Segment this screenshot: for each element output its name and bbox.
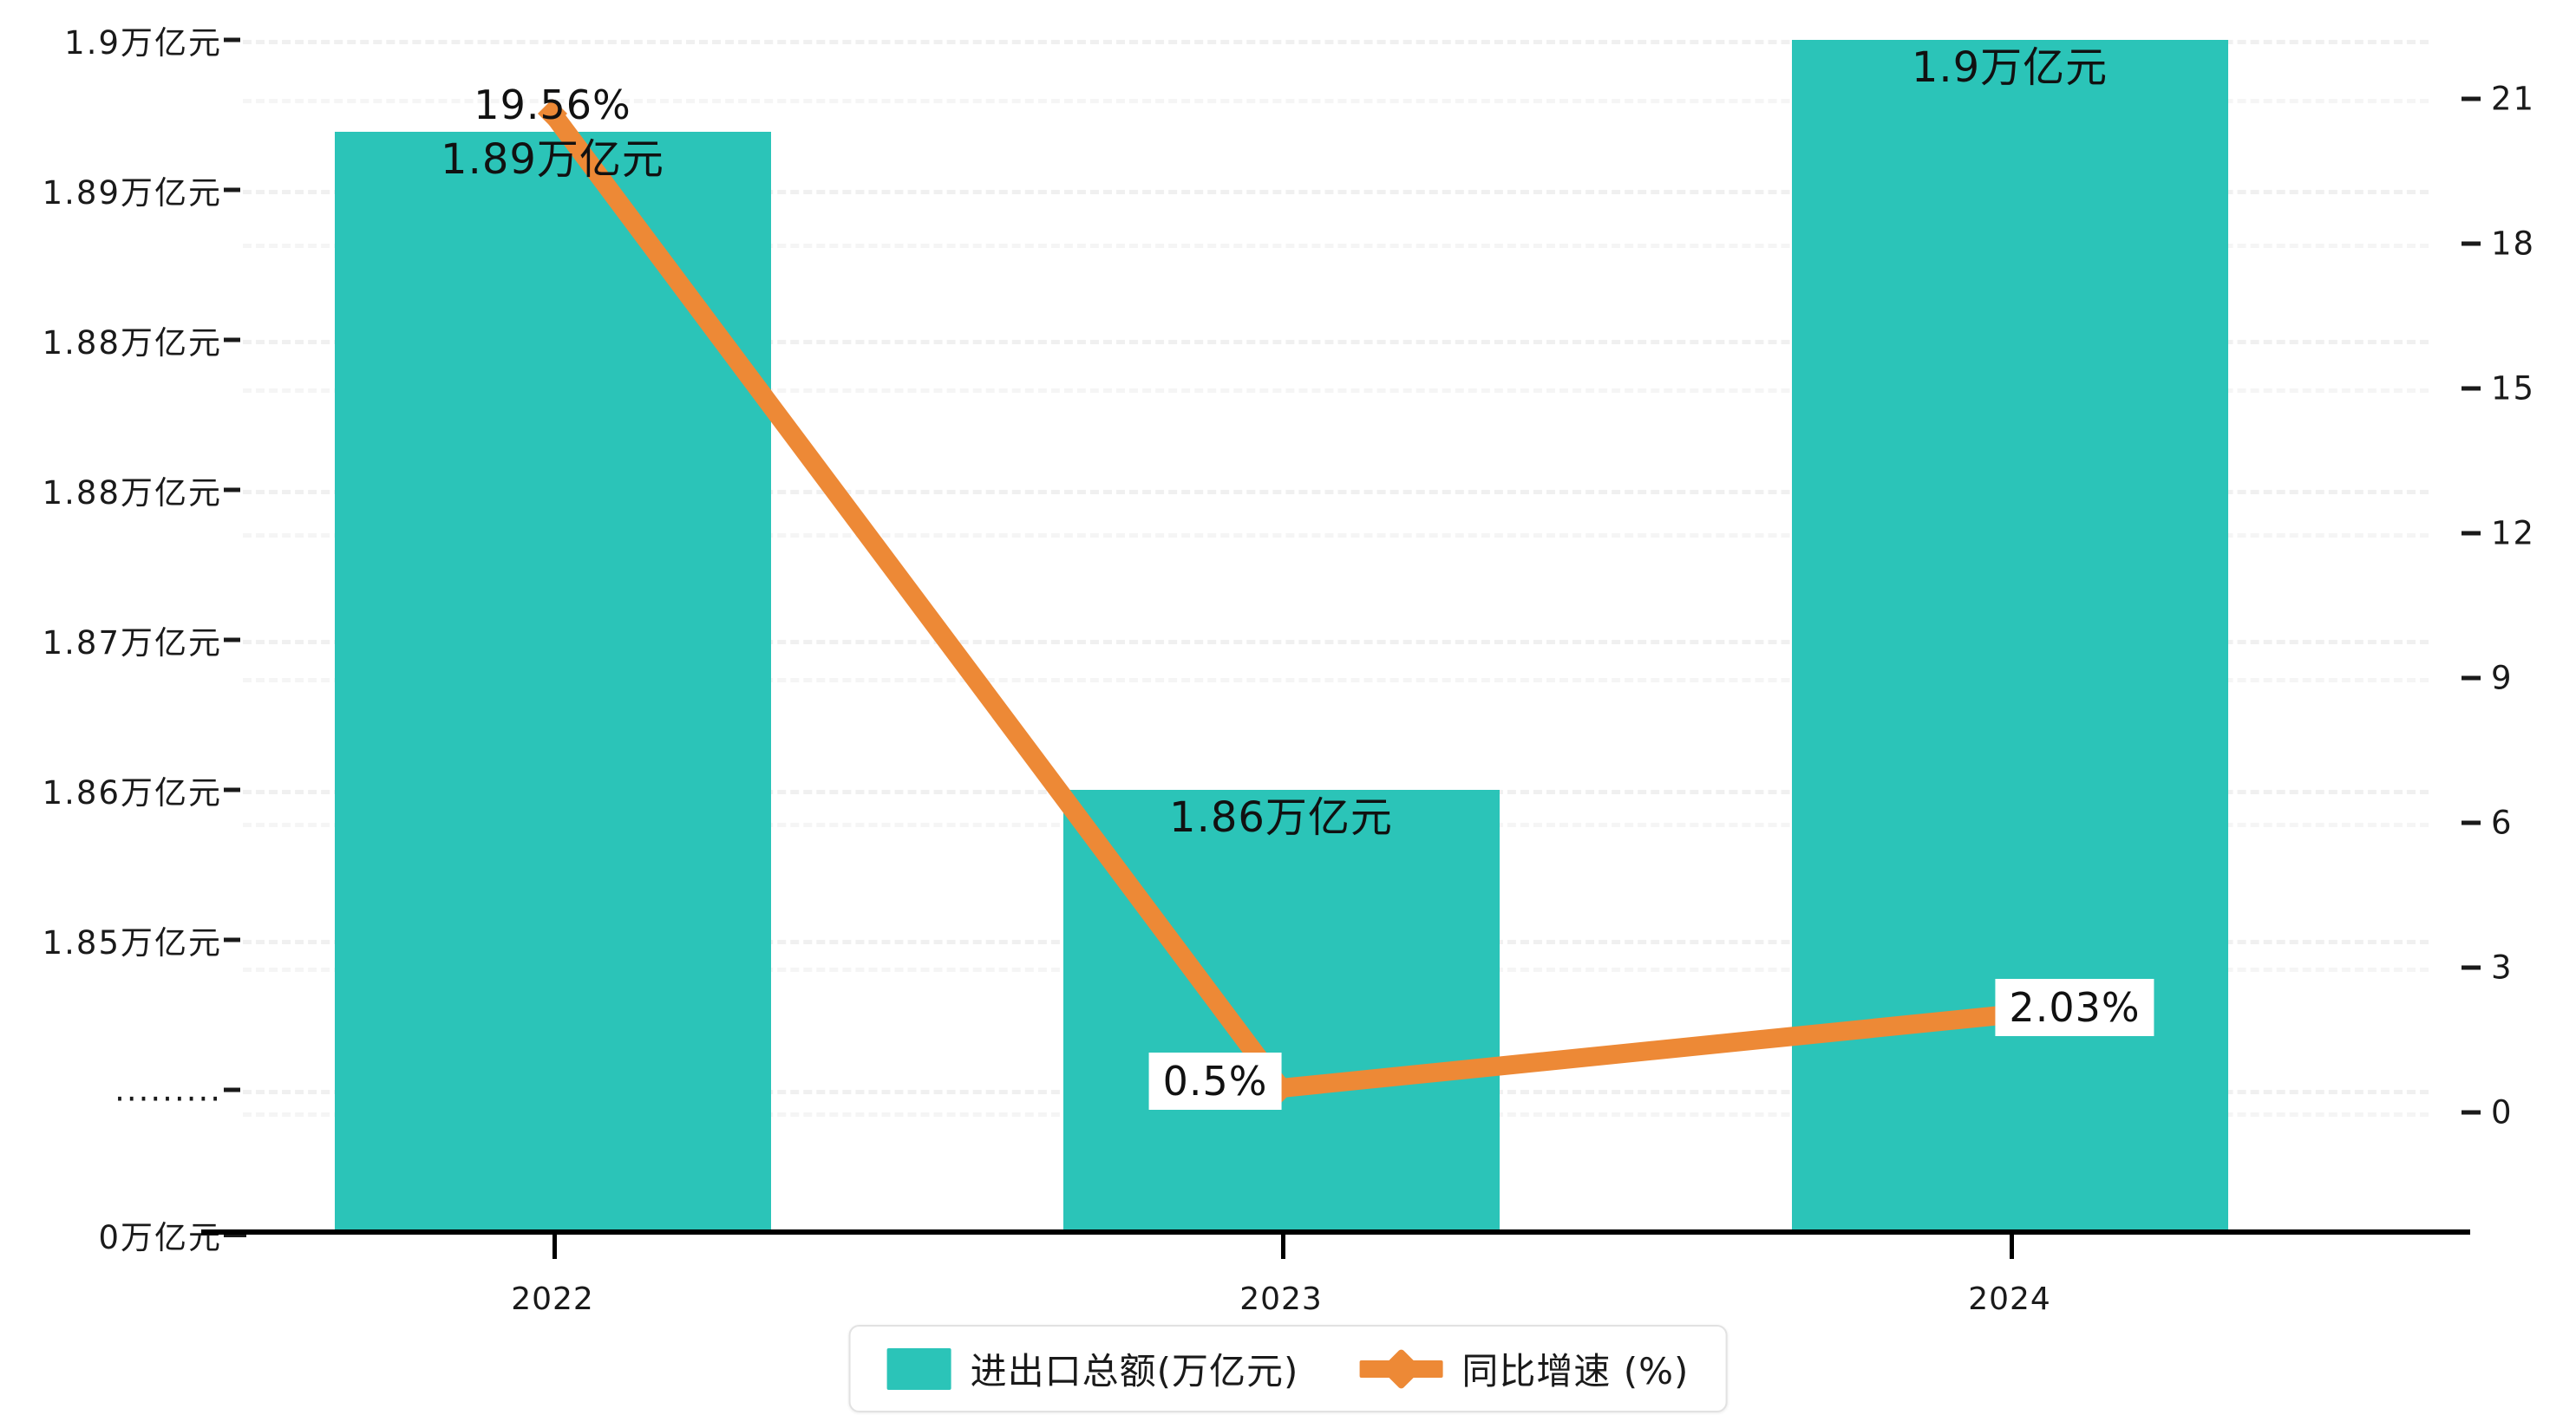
y-axis-right-label: 15 <box>2491 369 2536 408</box>
line-value-label-2023: 0.5% <box>1148 1053 1282 1110</box>
y-axis-left-label: ......... <box>114 1071 222 1109</box>
y-axis-right-label: 21 <box>2491 80 2536 118</box>
y-axis-left-tick <box>224 487 240 492</box>
y-axis-left-label: 1.9万亿元 <box>64 24 222 62</box>
gridline-minor <box>243 99 2429 103</box>
x-axis-label-2024: 2024 <box>1968 1281 2051 1317</box>
chart-legend[interactable]: 进出口总额(万亿元) 同比增速 (%) <box>848 1325 1728 1412</box>
y-axis-right-label: 3 <box>2491 949 2514 987</box>
y-axis-left-label: 0万亿元 <box>98 1219 222 1256</box>
legend-label-bar: 进出口总额(万亿元) <box>970 1350 1299 1392</box>
y-axis-left-tick <box>224 187 240 192</box>
bar-value-label-2023: 1.86万亿元 <box>1169 793 1393 842</box>
gridline-major <box>243 40 2429 44</box>
y-axis-left-tick <box>224 337 240 342</box>
y-axis-left-label: 1.89万亿元 <box>42 174 222 212</box>
y-axis-right-tick <box>2462 96 2481 101</box>
y-axis-left-label: 1.88万亿元 <box>42 324 222 362</box>
line-value-label-2022: 19.56% <box>474 82 631 128</box>
y-axis-left-label: 1.88万亿元 <box>42 474 222 512</box>
bar-2022[interactable] <box>335 132 771 1235</box>
x-axis-label-2023: 2023 <box>1239 1281 1323 1317</box>
plot-area <box>201 26 2470 1259</box>
legend-swatch-bar-icon <box>886 1347 951 1390</box>
y-axis-right-tick <box>2462 675 2481 681</box>
y-axis-right-label: 9 <box>2491 659 2514 697</box>
legend-label-line: 同比增速 (%) <box>1461 1350 1690 1392</box>
y-axis-left-tick <box>224 1232 246 1237</box>
line-value-label-2024: 2.03% <box>1995 979 2154 1036</box>
y-axis-left-label: 1.86万亿元 <box>42 774 222 812</box>
bar-value-label-2024: 1.9万亿元 <box>1911 43 2109 92</box>
x-axis-label-2022: 2022 <box>511 1281 594 1317</box>
x-axis-line <box>201 1229 2470 1235</box>
y-axis-left-tick <box>224 1087 240 1092</box>
legend-item-line[interactable]: 同比增速 (%) <box>1359 1342 1689 1395</box>
y-axis-left-tick <box>224 637 240 642</box>
y-axis-right-tick <box>2462 965 2481 970</box>
y-axis-right-label: 0 <box>2491 1093 2514 1131</box>
x-axis-tick <box>2010 1235 2014 1259</box>
x-axis-tick <box>1281 1235 1285 1259</box>
y-axis-right-tick <box>2462 1110 2481 1115</box>
legend-item-bar[interactable]: 进出口总额(万亿元) <box>886 1342 1299 1395</box>
y-axis-left-label: 1.87万亿元 <box>42 624 222 662</box>
y-axis-right-label: 18 <box>2491 225 2536 263</box>
bar-2023[interactable] <box>1063 790 1500 1235</box>
bar-2024[interactable] <box>1792 40 2228 1235</box>
y-axis-left-tick <box>224 37 240 42</box>
y-axis-left-label: 1.85万亿元 <box>42 924 222 962</box>
y-axis-right-tick <box>2462 241 2481 246</box>
y-axis-left-tick <box>224 937 240 942</box>
y-axis-right-label: 6 <box>2491 804 2514 842</box>
y-axis-right-tick <box>2462 531 2481 536</box>
y-axis-right-label: 12 <box>2491 514 2536 552</box>
bar-value-label-2022: 1.89万亿元 <box>441 135 664 184</box>
y-axis-right-tick <box>2462 386 2481 391</box>
x-axis-tick <box>552 1235 557 1259</box>
y-axis-right-tick <box>2462 820 2481 825</box>
legend-swatch-line-icon <box>1359 1347 1443 1390</box>
y-axis-left-tick <box>224 787 240 792</box>
